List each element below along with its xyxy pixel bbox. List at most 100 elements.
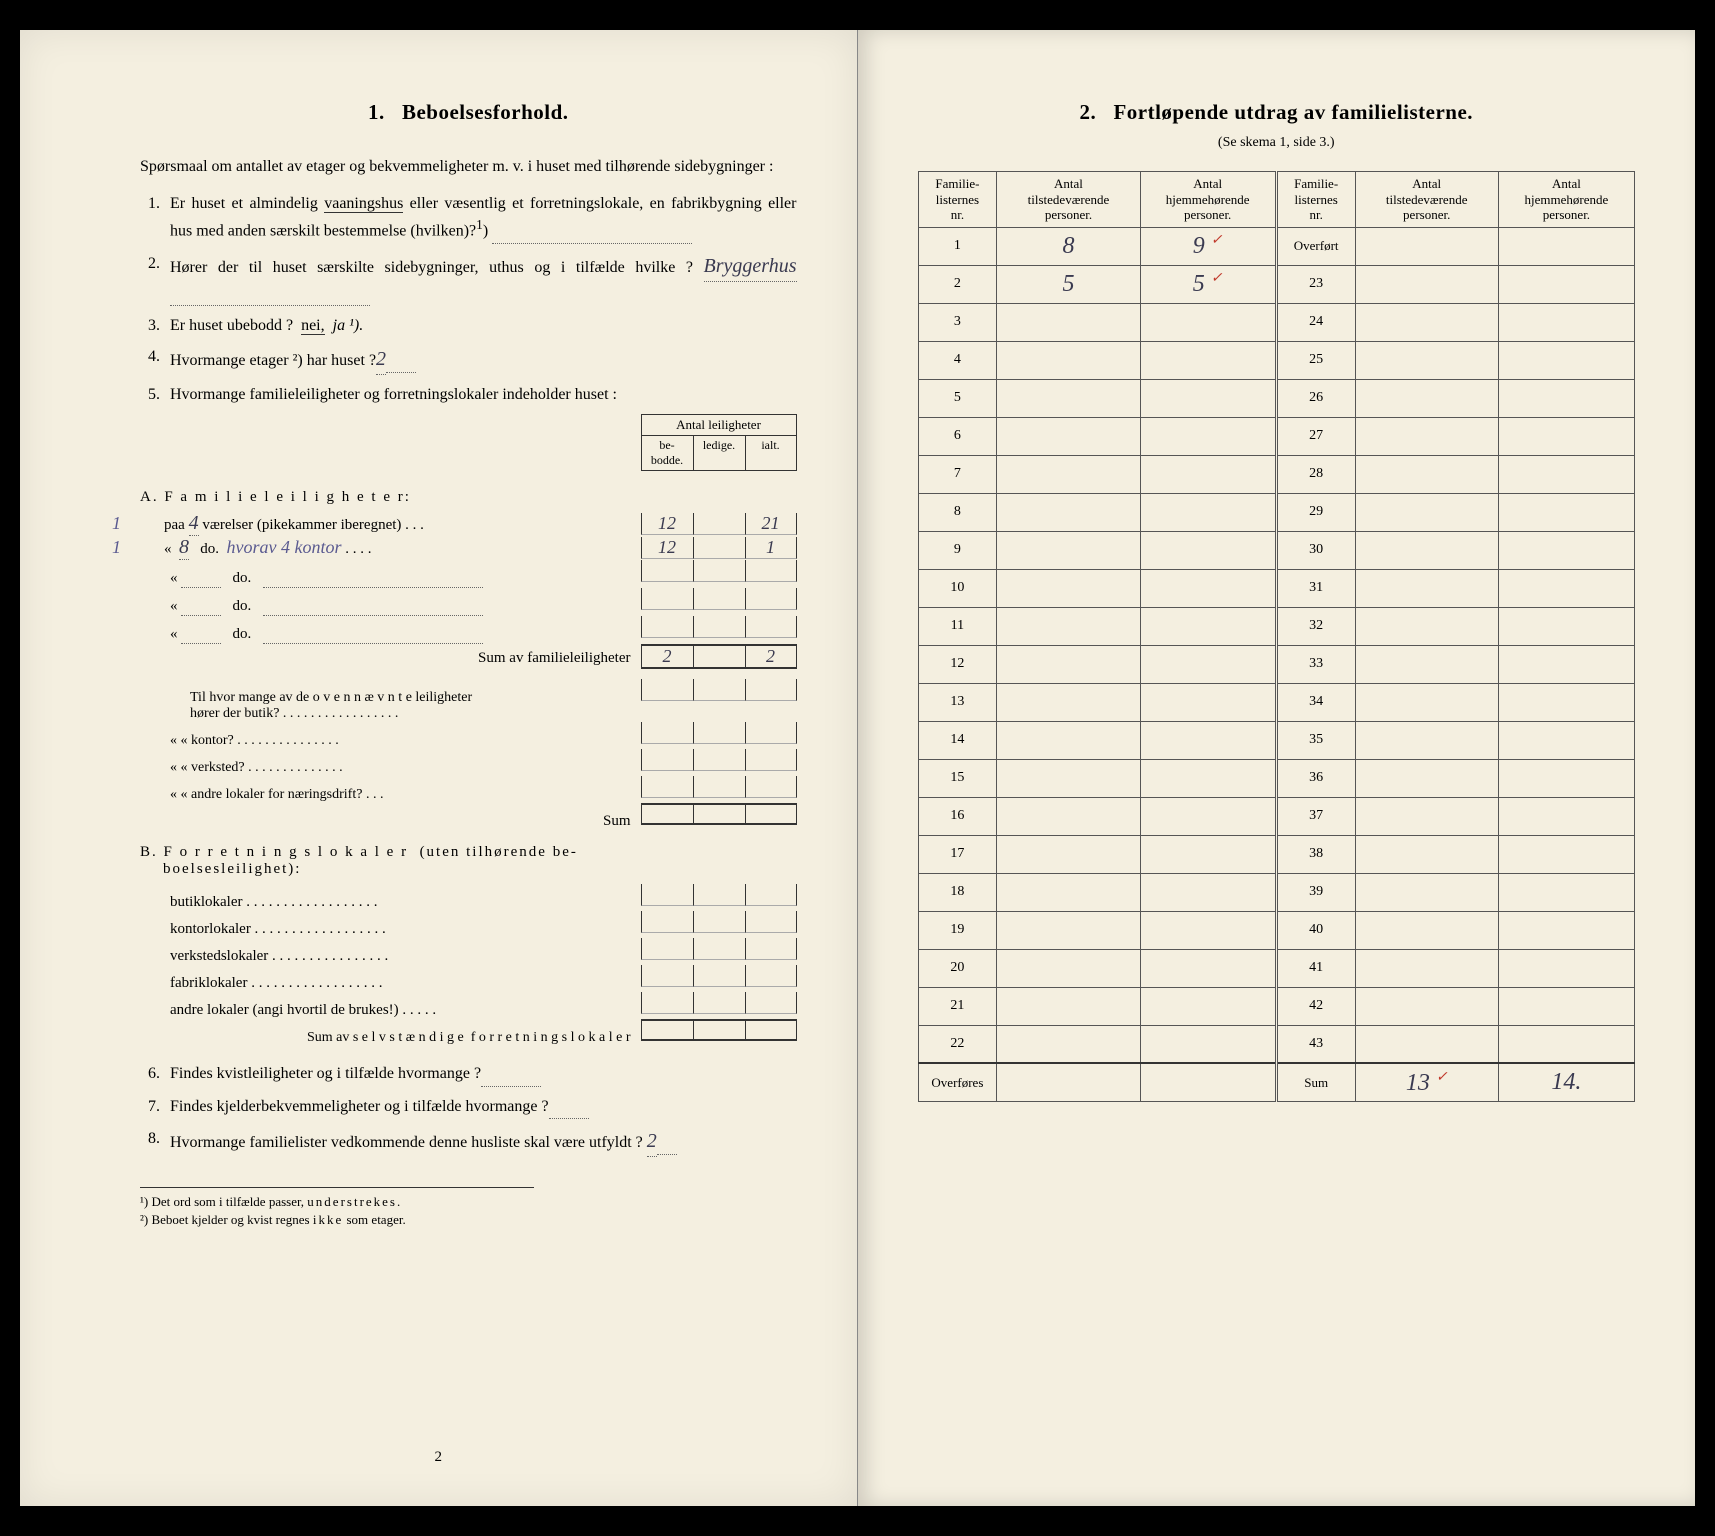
row-tilst-2 — [1355, 949, 1498, 987]
table-row: 2142 — [918, 987, 1635, 1025]
row-hjem — [1140, 303, 1276, 341]
row-hjem-2 — [1498, 721, 1634, 759]
row-tilst — [997, 683, 1140, 721]
row-nr-2: 32 — [1276, 607, 1355, 645]
row-hjem-2 — [1498, 911, 1634, 949]
row-hjem-2 — [1498, 607, 1634, 645]
intro-text: Spørsmaal om antallet av etager og bekve… — [140, 155, 797, 178]
table-footer-row: OverføresSum13 ✓14. — [918, 1063, 1635, 1101]
row-nr-2: 31 — [1276, 569, 1355, 607]
row-tilst — [997, 303, 1140, 341]
row-tilst-2 — [1355, 873, 1498, 911]
row-hjem — [1140, 721, 1276, 759]
row-hjem-2 — [1498, 645, 1634, 683]
row-nr: 10 — [918, 569, 997, 607]
sum-a-c3: 2 — [745, 644, 797, 669]
row-a5: « do. — [140, 616, 797, 644]
row-nr-2: 34 — [1276, 683, 1355, 721]
table-row: 728 — [918, 455, 1635, 493]
row-nr-2: 23 — [1276, 265, 1355, 303]
th-bebodde: be-bodde. — [641, 435, 693, 471]
row-tilst-2 — [1355, 987, 1498, 1025]
row-hjem-2 — [1498, 265, 1634, 303]
q3: 3. Er huset ubebodd ? nei, ja ¹). — [140, 314, 797, 337]
right-subtitle: (Se skema 1, side 3.) — [918, 135, 1636, 151]
table-row: 829 — [918, 493, 1635, 531]
row-tilst-2 — [1355, 721, 1498, 759]
b3: verkstedslokaler . . . . . . . . . . . .… — [140, 938, 797, 965]
q4: 4. Hvormange etager ²) har huset ?2 — [140, 345, 797, 375]
section-a-label: A. F a m i l i e l e i l i g h e t e r: — [140, 489, 797, 506]
row-hjem-2 — [1498, 797, 1634, 835]
book-spread: 1. Beboelsesforhold. Spørsmaal om antall… — [0, 0, 1715, 1536]
row-hjem — [1140, 531, 1276, 569]
row-nr-2: 36 — [1276, 759, 1355, 797]
a2-c1: 12 — [641, 537, 693, 559]
row-hjem — [1140, 987, 1276, 1025]
overfores-label: Overføres — [918, 1063, 997, 1101]
row-tilst: 5 — [997, 265, 1140, 303]
table-row: 13 34 — [918, 683, 1635, 721]
row-nr-2: 33 — [1276, 645, 1355, 683]
row-tilst — [997, 1025, 1140, 1063]
page-number: 2 — [435, 1449, 443, 1466]
table-row: 1637 — [918, 797, 1635, 835]
row-nr: 15 — [918, 759, 997, 797]
q1: 1. Er huset et almindelig vaaningshus el… — [140, 192, 797, 244]
row-nr: 9 — [918, 531, 997, 569]
row-hjem-2 — [1498, 455, 1634, 493]
row-nr-2: 26 — [1276, 379, 1355, 417]
row-hjem-2 — [1498, 417, 1634, 455]
row-hjem — [1140, 417, 1276, 455]
row-hjem-2 — [1498, 303, 1634, 341]
row-hjem: 5 ✓ — [1140, 265, 1276, 303]
row-a2: 1 « 8 do. hvorav 4 kontor . . . . 12 1 — [140, 536, 797, 560]
b1: butiklokaler . . . . . . . . . . . . . .… — [140, 884, 797, 911]
row-tilst-2 — [1355, 645, 1498, 683]
row-hjem — [1140, 645, 1276, 683]
row-tilst-2 — [1355, 341, 1498, 379]
row-hjem — [1140, 341, 1276, 379]
table-row: 1233 — [918, 645, 1635, 683]
a1-c1: 12 — [641, 513, 693, 535]
row-hjem-2 — [1498, 759, 1634, 797]
row-hjem-2 — [1498, 227, 1634, 265]
a1-margin: 1 — [112, 513, 134, 534]
row-nr-2: 28 — [1276, 455, 1355, 493]
til2: « « kontor? . . . . . . . . . . . . . . … — [140, 722, 797, 749]
question-list: 1. Er huset et almindelig vaaningshus el… — [140, 192, 797, 406]
sum-tilst: 13 ✓ — [1355, 1063, 1498, 1101]
row-tilst — [997, 455, 1140, 493]
row-tilst-2 — [1355, 569, 1498, 607]
row-hjem — [1140, 835, 1276, 873]
row-hjem — [1140, 493, 1276, 531]
row-tilst — [997, 721, 1140, 759]
q3-nei: nei, — [301, 317, 325, 335]
row-tilst — [997, 379, 1140, 417]
row-nr: 13 — [918, 683, 997, 721]
row-hjem-2 — [1498, 531, 1634, 569]
q6: 6. Findes kvistleiligheter og i tilfælde… — [140, 1062, 797, 1086]
row-hjem — [1140, 569, 1276, 607]
table-row: 189 ✓Overført — [918, 227, 1635, 265]
row-hjem-2 — [1498, 569, 1634, 607]
row-nr-2: 42 — [1276, 987, 1355, 1025]
q8-answer: 2 — [647, 1127, 657, 1157]
title-text: Beboelsesforhold. — [402, 100, 569, 124]
row-nr: 17 — [918, 835, 997, 873]
table-row: 1940 — [918, 911, 1635, 949]
row-hjem-2 — [1498, 987, 1634, 1025]
row-tilst-2 — [1355, 1025, 1498, 1063]
th-tilst-2: Antaltilstedeværendepersoner. — [1355, 172, 1498, 228]
q2: 2. Hører der til huset særskilte sidebyg… — [140, 252, 797, 306]
row-nr-2: 39 — [1276, 873, 1355, 911]
row-tilst-2 — [1355, 227, 1498, 265]
row-hjem — [1140, 607, 1276, 645]
row-tilst — [997, 417, 1140, 455]
row-a1: 1 paa 4 værelser (pikekammer iberegnet) … — [140, 512, 797, 536]
row-nr-2: 43 — [1276, 1025, 1355, 1063]
til1: Til hvor mange av de o v e n n æ v n t e… — [140, 679, 797, 722]
row-tilst — [997, 873, 1140, 911]
sum-a-label: Sum av familieleiligheter — [140, 650, 641, 667]
row-hjem: 9 ✓ — [1140, 227, 1276, 265]
